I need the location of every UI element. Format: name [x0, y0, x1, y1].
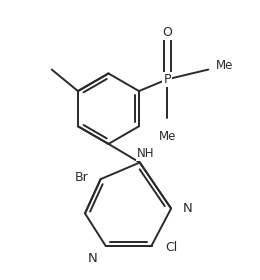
Text: P: P — [164, 73, 171, 86]
Text: NH: NH — [137, 147, 154, 160]
Text: Me: Me — [159, 130, 176, 143]
Text: Me: Me — [216, 59, 233, 72]
Text: O: O — [162, 26, 172, 39]
Text: N: N — [88, 251, 98, 265]
Text: N: N — [183, 202, 193, 215]
Text: Cl: Cl — [165, 241, 178, 254]
Text: Br: Br — [75, 171, 89, 184]
